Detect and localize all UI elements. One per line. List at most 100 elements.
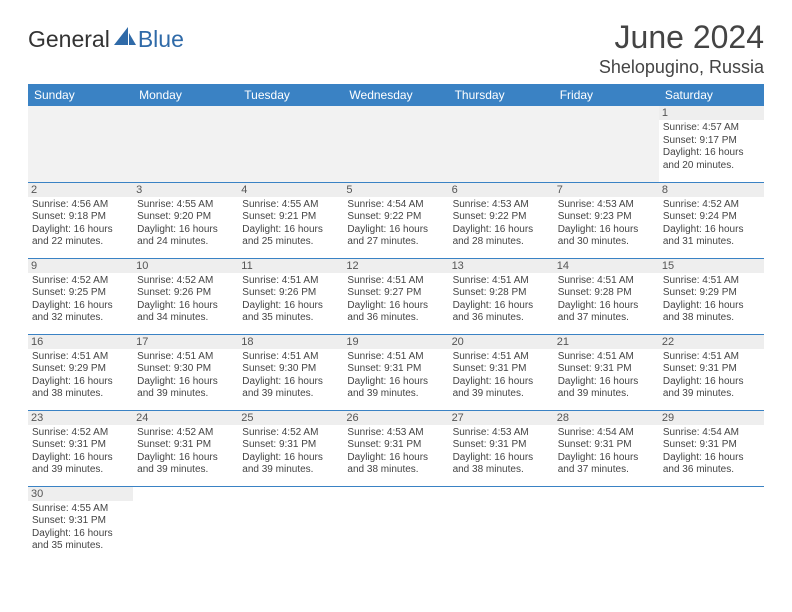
day-number: 23: [28, 411, 133, 425]
day-number: 4: [238, 183, 343, 197]
day-detail: Sunrise: 4:53 AMSunset: 9:31 PMDaylight:…: [347, 427, 444, 477]
calendar-cell: 3 Sunrise: 4:55 AMSunset: 9:20 PMDaylight…: [133, 182, 238, 258]
day-number: 27: [449, 411, 554, 425]
day-detail: Sunrise: 4:54 AMSunset: 9:31 PMDaylight:…: [663, 427, 760, 477]
day-number: 15: [659, 259, 764, 273]
calendar-cell: 7Sunrise: 4:53 AMSunset: 9:23 PMDaylight…: [554, 182, 659, 258]
calendar-cell: 19Sunrise: 4:51 AMSunset: 9:31 PMDayligh…: [343, 334, 448, 410]
day-detail: Sunrise: 4:52 AMSunset: 9:26 PMDaylight:…: [137, 275, 234, 325]
day-detail: Sunrise: 4:55 AMSunset: 9:31 PMDaylight:…: [32, 503, 129, 553]
calendar-cell: 9 Sunrise: 4:52 AMSunset: 9:25 PMDaylight…: [28, 258, 133, 334]
calendar-table: Sunday Monday Tuesday Wednesday Thursday…: [28, 84, 764, 562]
calendar-cell: 15 Sunrise: 4:51 AMSunset: 9:29 PMDayligh…: [659, 258, 764, 334]
weekday-header: Saturday: [659, 84, 764, 106]
calendar-cell: [449, 486, 554, 562]
calendar-week-row: 9 Sunrise: 4:52 AMSunset: 9:25 PMDaylight…: [28, 258, 764, 334]
calendar-cell: 5Sunrise: 4:54 AMSunset: 9:22 PMDaylight…: [343, 182, 448, 258]
calendar-cell: 27 Sunrise: 4:53 AMSunset: 9:31 PMDayligh…: [449, 410, 554, 486]
day-detail: Sunrise: 4:51 AMSunset: 9:29 PMDaylight:…: [663, 275, 760, 325]
calendar-week-row: 30 Sunrise: 4:55 AMSunset: 9:31 PMDayligh…: [28, 486, 764, 562]
weekday-header: Monday: [133, 84, 238, 106]
day-detail: Sunrise: 4:52 AMSunset: 9:24 PMDaylight:…: [663, 199, 760, 249]
weekday-header: Thursday: [449, 84, 554, 106]
calendar-week-row: 16Sunrise: 4:51 AMSunset: 9:29 PMDayligh…: [28, 334, 764, 410]
month-title: June 2024: [599, 20, 764, 55]
calendar-cell: 25Sunrise: 4:52 AMSunset: 9:31 PMDayligh…: [238, 410, 343, 486]
weekday-header-row: Sunday Monday Tuesday Wednesday Thursday…: [28, 84, 764, 106]
calendar-cell: [659, 486, 764, 562]
calendar-cell: 21Sunrise: 4:51 AMSunset: 9:31 PMDayligh…: [554, 334, 659, 410]
day-detail: Sunrise: 4:57 AMSunset: 9:17 PMDaylight:…: [663, 122, 760, 172]
calendar-cell: 6 Sunrise: 4:53 AMSunset: 9:22 PMDaylight…: [449, 182, 554, 258]
calendar-cell: 22Sunrise: 4:51 AMSunset: 9:31 PMDayligh…: [659, 334, 764, 410]
calendar-cell: [554, 106, 659, 182]
title-block: June 2024 Shelopugino, Russia: [599, 20, 764, 78]
calendar-cell: 16Sunrise: 4:51 AMSunset: 9:29 PMDayligh…: [28, 334, 133, 410]
calendar-cell: 8 Sunrise: 4:52 AMSunset: 9:24 PMDaylight…: [659, 182, 764, 258]
day-detail: Sunrise: 4:52 AMSunset: 9:31 PMDaylight:…: [242, 427, 339, 477]
calendar-cell: 28Sunrise: 4:54 AMSunset: 9:31 PMDayligh…: [554, 410, 659, 486]
day-number: 9: [28, 259, 133, 273]
calendar-week-row: 1Sunrise: 4:57 AMSunset: 9:17 PMDaylight…: [28, 106, 764, 182]
day-detail: Sunrise: 4:51 AMSunset: 9:29 PMDaylight:…: [32, 351, 129, 401]
calendar-cell: 12 Sunrise: 4:51 AMSunset: 9:27 PMDayligh…: [343, 258, 448, 334]
day-number: 12: [343, 259, 448, 273]
calendar-cell: 24Sunrise: 4:52 AMSunset: 9:31 PMDayligh…: [133, 410, 238, 486]
day-number: 20: [449, 335, 554, 349]
day-detail: Sunrise: 4:51 AMSunset: 9:31 PMDaylight:…: [453, 351, 550, 401]
day-detail: Sunrise: 4:55 AMSunset: 9:20 PMDaylight:…: [137, 199, 234, 249]
day-detail: Sunrise: 4:52 AMSunset: 9:31 PMDaylight:…: [137, 427, 234, 477]
day-number: 11: [238, 259, 343, 273]
day-detail: Sunrise: 4:56 AMSunset: 9:18 PMDaylight:…: [32, 199, 129, 249]
calendar-cell: 17Sunrise: 4:51 AMSunset: 9:30 PMDayligh…: [133, 334, 238, 410]
day-number: 8: [659, 183, 764, 197]
day-detail: Sunrise: 4:55 AMSunset: 9:21 PMDaylight:…: [242, 199, 339, 249]
calendar-cell: 13 Sunrise: 4:51 AMSunset: 9:28 PMDayligh…: [449, 258, 554, 334]
calendar-cell: 18Sunrise: 4:51 AMSunset: 9:30 PMDayligh…: [238, 334, 343, 410]
day-detail: Sunrise: 4:51 AMSunset: 9:28 PMDaylight:…: [453, 275, 550, 325]
calendar-cell: [238, 486, 343, 562]
day-detail: Sunrise: 4:53 AMSunset: 9:22 PMDaylight:…: [453, 199, 550, 249]
calendar-week-row: 2Sunrise: 4:56 AMSunset: 9:18 PMDaylight…: [28, 182, 764, 258]
day-detail: Sunrise: 4:51 AMSunset: 9:28 PMDaylight:…: [558, 275, 655, 325]
calendar-cell: [554, 486, 659, 562]
weekday-header: Tuesday: [238, 84, 343, 106]
day-detail: Sunrise: 4:53 AMSunset: 9:31 PMDaylight:…: [453, 427, 550, 477]
sail-icon: [114, 27, 136, 52]
calendar-cell: [133, 106, 238, 182]
day-detail: Sunrise: 4:54 AMSunset: 9:31 PMDaylight:…: [558, 427, 655, 477]
calendar-week-row: 23 Sunrise: 4:52 AMSunset: 9:31 PMDayligh…: [28, 410, 764, 486]
day-number: 19: [343, 335, 448, 349]
calendar-cell: [133, 486, 238, 562]
day-number: 21: [554, 335, 659, 349]
calendar-cell: 23 Sunrise: 4:52 AMSunset: 9:31 PMDayligh…: [28, 410, 133, 486]
calendar-cell: 20 Sunrise: 4:51 AMSunset: 9:31 PMDayligh…: [449, 334, 554, 410]
day-number: 30: [28, 487, 133, 501]
calendar-cell: 4 Sunrise: 4:55 AMSunset: 9:21 PMDaylight…: [238, 182, 343, 258]
day-detail: Sunrise: 4:52 AMSunset: 9:25 PMDaylight:…: [32, 275, 129, 325]
day-number: 26: [343, 411, 448, 425]
calendar-cell: 11 Sunrise: 4:51 AMSunset: 9:26 PMDayligh…: [238, 258, 343, 334]
calendar-cell: 26 Sunrise: 4:53 AMSunset: 9:31 PMDayligh…: [343, 410, 448, 486]
header: General Blue June 2024 Shelopugino, Russ…: [28, 20, 764, 78]
weekday-header: Friday: [554, 84, 659, 106]
day-number: 13: [449, 259, 554, 273]
calendar-cell: 29Sunrise: 4:54 AMSunset: 9:31 PMDayligh…: [659, 410, 764, 486]
day-detail: Sunrise: 4:54 AMSunset: 9:22 PMDaylight:…: [347, 199, 444, 249]
day-number: 14: [554, 259, 659, 273]
day-detail: Sunrise: 4:51 AMSunset: 9:30 PMDaylight:…: [242, 351, 339, 401]
calendar-cell: 30 Sunrise: 4:55 AMSunset: 9:31 PMDayligh…: [28, 486, 133, 562]
day-detail: Sunrise: 4:51 AMSunset: 9:30 PMDaylight:…: [137, 351, 234, 401]
day-number: 6: [449, 183, 554, 197]
day-detail: Sunrise: 4:52 AMSunset: 9:31 PMDaylight:…: [32, 427, 129, 477]
brand-name-1: General: [28, 26, 110, 53]
calendar-cell: [343, 106, 448, 182]
day-number: 3: [133, 183, 238, 197]
calendar-cell: 2Sunrise: 4:56 AMSunset: 9:18 PMDaylight…: [28, 182, 133, 258]
day-detail: Sunrise: 4:51 AMSunset: 9:27 PMDaylight:…: [347, 275, 444, 325]
day-detail: Sunrise: 4:51 AMSunset: 9:31 PMDaylight:…: [663, 351, 760, 401]
page: General Blue June 2024 Shelopugino, Russ…: [0, 0, 792, 582]
brand-name-2: Blue: [138, 26, 184, 53]
day-number: 7: [554, 183, 659, 197]
day-detail: Sunrise: 4:51 AMSunset: 9:26 PMDaylight:…: [242, 275, 339, 325]
